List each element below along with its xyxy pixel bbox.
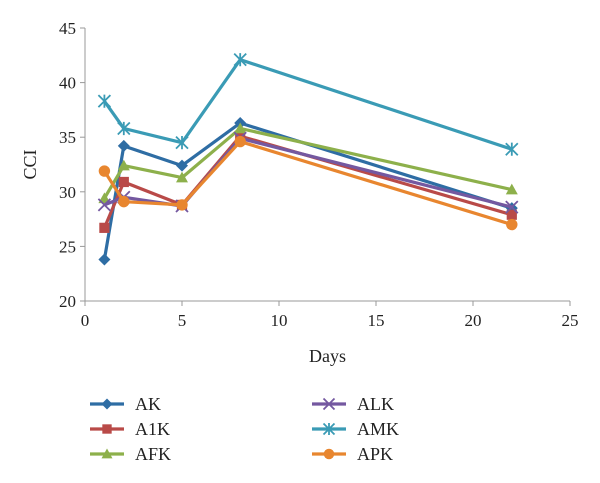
data-point [506,218,518,231]
legend-label: APK [357,444,393,464]
series-amk [97,53,519,156]
legend-marker [322,397,336,411]
x-axis-label: Days [309,346,346,366]
legend-item-amk: AMK [312,419,399,439]
y-tick-label: 25 [59,237,76,256]
data-point [98,192,111,204]
data-point [505,200,519,214]
data-point [505,142,519,156]
data-point [233,53,247,67]
x-tick-label: 20 [465,311,482,330]
plot-area [97,53,519,266]
data-point [99,222,110,233]
data-point [117,159,130,171]
data-point [97,198,112,212]
data-point [234,135,246,148]
legend-label: AMK [357,419,399,439]
legend-item-afk: AFK [90,444,171,464]
data-point [117,139,130,152]
legend-marker [101,398,113,410]
data-point [505,183,518,195]
data-point [176,159,188,172]
data-point [118,176,129,188]
legend: AK A1K AFK ALK AMK APK [90,394,399,464]
y-tick-label: 45 [59,19,76,38]
data-point [175,136,189,150]
legend-marker [101,448,113,459]
y-tick-label: 30 [59,183,76,202]
series-line [102,134,513,229]
data-point [234,122,247,134]
legend-marker [323,448,335,460]
y-tick-label: 20 [59,292,76,311]
legend-label: AK [135,394,161,414]
data-point [97,94,112,108]
legend-item-alk: ALK [312,394,394,414]
x-tick-label: 10 [271,311,288,330]
data-point [98,165,111,177]
data-point [117,121,131,136]
legend-item-ak: AK [90,394,161,414]
y-axis-label: CCI [20,149,40,179]
legend-marker [102,424,112,434]
legend-label: A1K [135,419,170,439]
series-apk [98,135,518,231]
legend-item-apk: APK [312,444,393,464]
y-tick-label: 40 [59,74,76,93]
legend-item-a1k: A1K [90,419,170,439]
series-line [103,58,513,151]
series-afk [98,122,518,204]
data-point [176,171,188,183]
x-tick-label: 15 [368,311,385,330]
series-a1k [99,131,517,233]
chart-axes: 20 25 30 35 40 45 0 5 10 15 20 25 [59,19,579,330]
data-point [98,253,111,266]
x-tick-label: 5 [178,311,187,330]
data-point [506,209,517,220]
data-point [176,199,188,211]
legend-label: ALK [357,394,394,414]
x-tick-label: 25 [562,311,579,330]
legend-label: AFK [135,444,171,464]
legend-marker [322,422,336,436]
x-tick-label: 0 [81,311,90,330]
y-tick-label: 35 [59,128,76,147]
data-point [118,195,130,208]
